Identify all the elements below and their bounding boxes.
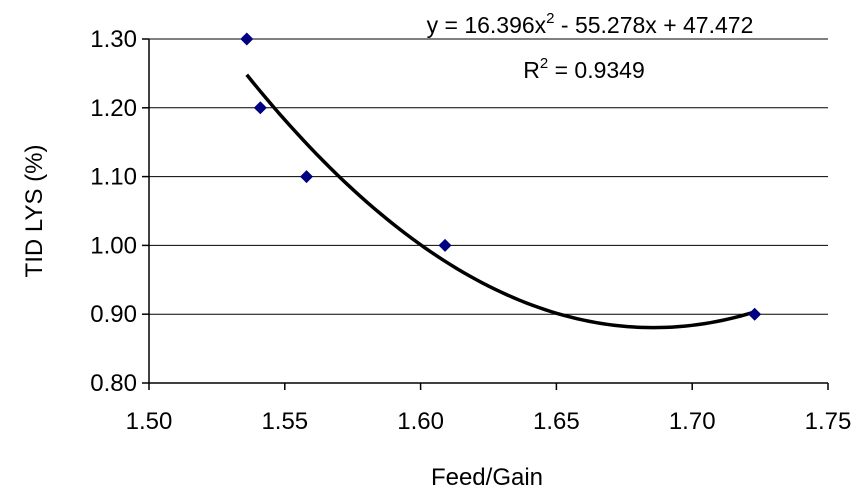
y-tick-label: 1.10 <box>90 164 137 191</box>
y-tick-label: 0.90 <box>90 301 137 328</box>
data-point <box>240 32 254 46</box>
x-tick-label: 1.65 <box>533 408 580 435</box>
data-point <box>300 170 314 184</box>
r-squared-label: R2 = 0.9349 <box>523 55 645 83</box>
x-tick-label: 1.70 <box>669 408 716 435</box>
x-tick-label: 1.50 <box>126 408 173 435</box>
y-tick-label: 1.00 <box>90 232 137 259</box>
y-tick-label: 1.20 <box>90 95 137 122</box>
y-tick-label: 1.30 <box>90 26 137 53</box>
y-tick-label: 0.80 <box>90 370 137 397</box>
equation-suffix: - 55.278x + 47.472 <box>555 12 754 38</box>
r2-prefix: R <box>523 57 540 83</box>
equation-exponent: 2 <box>546 10 554 27</box>
x-tick-label: 1.55 <box>261 408 308 435</box>
axes <box>142 38 829 390</box>
trendline-group <box>245 73 756 330</box>
data-points <box>240 32 762 321</box>
x-tick-label: 1.75 <box>805 408 852 435</box>
equation-prefix: y = 16.396x <box>427 12 547 38</box>
r2-suffix: = 0.9349 <box>548 57 645 83</box>
x-tick-label: 1.60 <box>397 408 444 435</box>
trendline <box>245 73 756 330</box>
r2-exponent: 2 <box>540 55 548 72</box>
data-point <box>253 101 267 115</box>
data-point <box>438 238 452 252</box>
trendline-equation: y = 16.396x2 - 55.278x + 47.472 <box>427 10 754 38</box>
x-axis-title: Feed/Gain <box>431 464 543 491</box>
tick-labels: 0.80 0.90 1.00 1.10 1.20 1.30 1.50 1.55 1.60 1.65… <box>90 26 851 435</box>
y-axis-title: TID LYS (%) <box>21 145 48 278</box>
data-point <box>748 307 762 321</box>
